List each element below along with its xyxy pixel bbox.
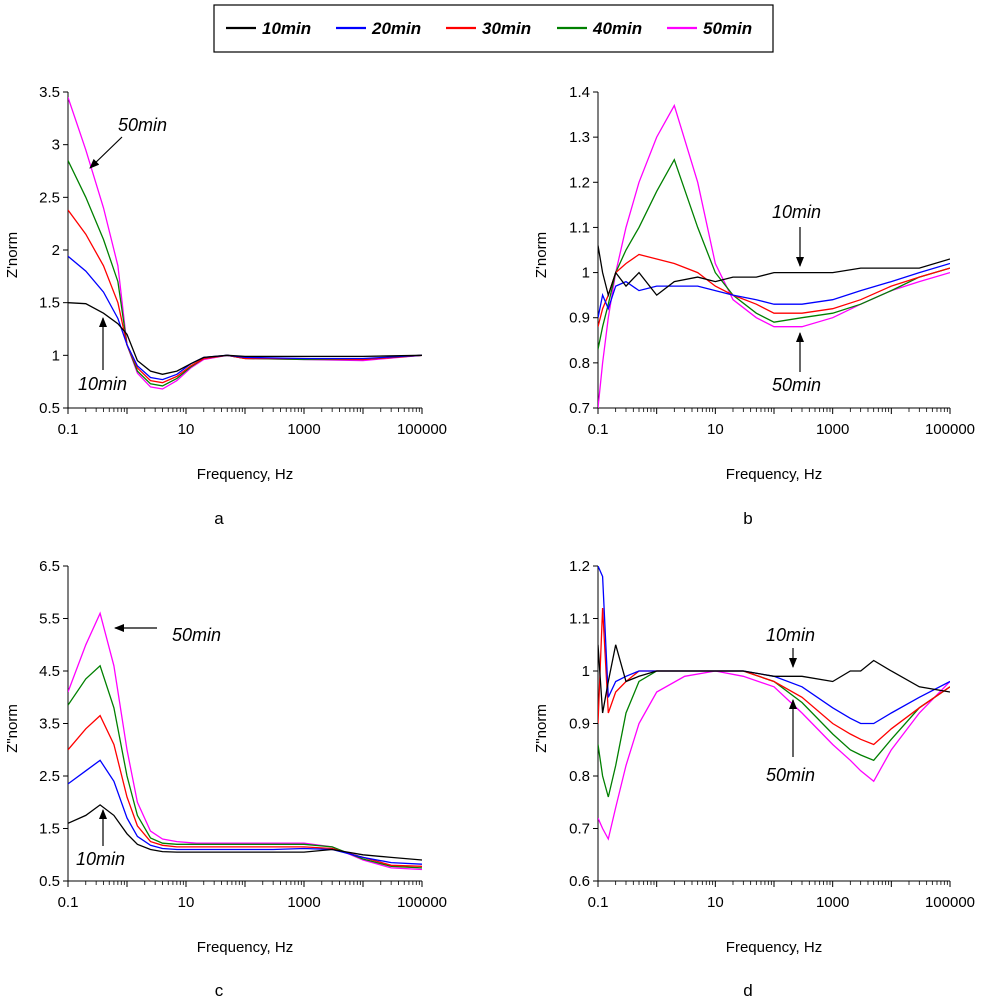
y-tick-label-c: 0.5 <box>39 873 60 890</box>
x-tick-label-a: 10 <box>178 421 195 438</box>
x-tick-label-b: 10 <box>707 421 724 438</box>
y-axis-label-c: Z"norm <box>4 704 21 753</box>
legend-label-20min: 20min <box>371 19 421 38</box>
annotation-label-b-1: 50min <box>772 375 821 395</box>
annotation-label-b-0: 10min <box>772 202 821 222</box>
panel-b: 0.7 0.8 0.9 1 1.1 1.2 1.3 1.4 0.1 10 1000 100000 Fre… <box>533 84 975 483</box>
y-tick-label-a: 2.5 <box>39 189 60 206</box>
x-tick-label-a: 100000 <box>397 421 447 438</box>
y-tick-label-b: 1.3 <box>569 129 590 146</box>
y-tick-label-d: 1.2 <box>569 558 590 575</box>
y-tick-label-d: 0.6 <box>569 873 590 890</box>
y-tick-label-b: 0.9 <box>569 310 590 327</box>
series-line-c-20min <box>68 759 422 865</box>
x-tick-label-c: 100000 <box>397 894 447 911</box>
x-axis-label-b: Frequency, Hz <box>726 466 822 483</box>
series-line-d-10min <box>598 644 950 714</box>
x-axis-label-c: Frequency, Hz <box>197 939 293 956</box>
series-line-b-30min <box>598 253 950 327</box>
y-tick-label-d: 1 <box>582 663 590 680</box>
legend-label-50min: 50min <box>703 19 752 38</box>
y-tick-label-d: 1.1 <box>569 611 590 628</box>
x-tick-label-b: 100000 <box>925 421 975 438</box>
series-line-d-50min <box>598 670 950 841</box>
annotation-label-c-1: 10min <box>76 849 125 869</box>
y-tick-label-c: 4.5 <box>39 663 60 680</box>
series-line-a-20min <box>68 255 422 381</box>
y-tick-label-b: 1.4 <box>569 84 590 101</box>
x-tick-label-d: 10 <box>707 894 724 911</box>
x-tick-label-d: 100000 <box>925 894 975 911</box>
y-tick-label-c: 3.5 <box>39 716 60 733</box>
annotation-label-c-0: 50min <box>172 625 221 645</box>
panel-letter-b: b <box>743 509 752 528</box>
y-tick-label-c: 1.5 <box>39 821 60 838</box>
x-tick-label-a: 1000 <box>287 421 320 438</box>
x-tick-label-d: 1000 <box>816 894 849 911</box>
y-axis-label-d: Z"norm <box>533 704 550 753</box>
legend-label-10min: 10min <box>262 19 311 38</box>
series-line-a-10min <box>68 302 422 375</box>
annotation-label-a-1: 10min <box>78 374 127 394</box>
panel-letter-c: c <box>215 981 224 1000</box>
x-tick-label-d: 0.1 <box>588 894 609 911</box>
series-line-c-10min <box>68 804 422 861</box>
y-tick-label-a: 1 <box>52 347 60 364</box>
y-tick-label-a: 2 <box>52 242 60 259</box>
panel-letter-a: a <box>214 509 224 528</box>
legend-label-40min: 40min <box>592 19 642 38</box>
panel-letter-d: d <box>743 981 752 1000</box>
x-tick-label-c: 0.1 <box>58 894 79 911</box>
y-tick-label-b: 1.2 <box>569 174 590 191</box>
panel-a: 0.5 1 1.5 2 2.5 3 3.5 0.1 10 1000 100000 Frequency,… <box>4 84 447 483</box>
panel-c: 0.5 1.5 2.5 3.5 4.5 5.5 6.5 0.1 10 1000 100000 Freq… <box>4 558 447 956</box>
y-tick-label-b: 0.8 <box>569 355 590 372</box>
panel-d: 0.6 0.7 0.8 0.9 1 1.1 1.2 0.1 10 1000 100000 Freque… <box>533 558 975 956</box>
y-tick-label-a: 3 <box>52 137 60 154</box>
series-line-c-40min <box>68 664 422 869</box>
x-tick-label-c: 10 <box>178 894 195 911</box>
y-tick-label-c: 5.5 <box>39 611 60 628</box>
annotation-arrow-a-0 <box>89 136 123 169</box>
series-line-b-40min <box>598 158 950 350</box>
series-line-b-10min <box>598 245 950 298</box>
series-line-c-50min <box>68 611 422 871</box>
x-tick-label-c: 1000 <box>287 894 320 911</box>
x-tick-label-b: 1000 <box>816 421 849 438</box>
y-tick-label-a: 3.5 <box>39 84 60 101</box>
y-tick-label-a: 1.5 <box>39 295 60 312</box>
x-tick-label-a: 0.1 <box>58 421 79 438</box>
y-tick-label-c: 2.5 <box>39 768 60 785</box>
y-axis-label-a: Z'norm <box>4 232 21 278</box>
y-tick-label-b: 0.7 <box>569 400 590 417</box>
y-axis-label-b: Z'norm <box>533 232 550 278</box>
series-line-b-20min <box>598 262 950 318</box>
y-tick-label-d: 0.9 <box>569 716 590 733</box>
annotation-label-a-0: 50min <box>118 115 167 135</box>
y-tick-label-d: 0.8 <box>569 768 590 785</box>
y-tick-label-d: 0.7 <box>569 821 590 838</box>
annotation-label-d-0: 10min <box>766 625 815 645</box>
legend-label-30min: 30min <box>482 19 531 38</box>
y-tick-label-a: 0.5 <box>39 400 60 417</box>
y-tick-label-b: 1.1 <box>569 219 590 236</box>
legend: 10min 20min 30min 40min 50min <box>213 4 774 53</box>
x-tick-label-b: 0.1 <box>588 421 609 438</box>
series-line-b-50min <box>598 103 950 408</box>
annotation-label-d-1: 50min <box>766 765 815 785</box>
y-tick-label-c: 6.5 <box>39 558 60 575</box>
series-line-a-40min <box>68 160 422 387</box>
x-axis-label-d: Frequency, Hz <box>726 939 822 956</box>
x-axis-label-a: Frequency, Hz <box>197 466 293 483</box>
y-tick-label-b: 1 <box>582 265 590 282</box>
series-line-a-50min <box>68 97 422 390</box>
